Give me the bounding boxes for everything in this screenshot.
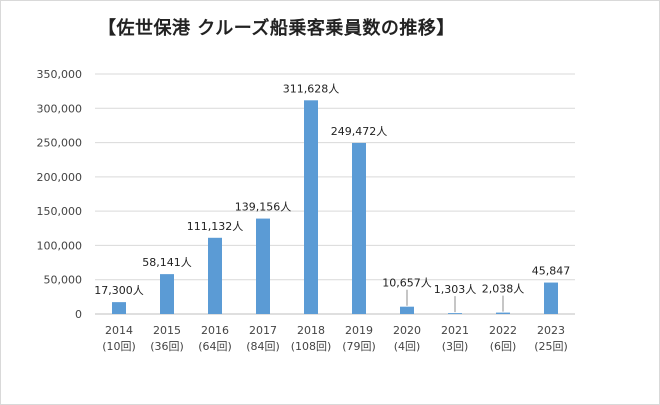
bar [496,312,510,314]
bar [544,282,558,314]
x-tick-sublabel: (36回) [150,340,184,353]
bar [304,100,318,314]
bar [352,142,366,314]
x-tick-sublabel: (3回) [442,340,469,353]
x-tick-label: 2021 [441,324,469,337]
bar [112,302,126,314]
data-label: 311,628人 [283,82,340,95]
x-tick-sublabel: (84回) [246,340,280,353]
x-tick-label: 2014 [105,324,133,337]
x-tick-sublabel: (108回) [291,340,332,353]
bar [208,237,222,314]
y-tick-label: 250,000 [37,137,83,150]
data-label: 2,038人 [482,283,525,296]
x-tick-sublabel: (4回) [394,340,421,353]
x-tick-label: 2019 [345,324,373,337]
x-tick-label: 2017 [249,324,277,337]
data-label: 1,303人 [434,283,477,296]
y-tick-label: 350,000 [37,68,83,81]
data-label: 249,472人 [331,125,388,138]
y-tick-label: 150,000 [37,205,83,218]
bar [400,306,414,314]
x-tick-sublabel: (25回) [534,340,568,353]
y-tick-label: 200,000 [37,171,83,184]
chart-title: 【佐世保港 クルーズ船乗客乗員数の推移】 [98,18,455,39]
x-tick-sublabel: (79回) [342,340,376,353]
y-tick-label: 300,000 [37,102,83,115]
x-tick-label: 2020 [393,324,421,337]
bar [448,313,462,314]
x-tick-sublabel: (6回) [490,340,517,353]
x-tick-sublabel: (10回) [102,340,136,353]
x-tick-label: 2023 [537,324,565,337]
bar [256,218,270,314]
bar [160,274,174,314]
data-label: 111,132人 [187,220,244,233]
y-tick-label: 100,000 [37,239,83,252]
x-tick-label: 2015 [153,324,181,337]
y-tick-label: 50,000 [44,274,83,287]
x-tick-sublabel: (64回) [198,340,232,353]
y-tick-label: 0 [75,308,82,321]
x-tick-label: 2016 [201,324,229,337]
data-label: 17,300人 [94,284,144,297]
data-label: 45,847 [532,265,571,278]
x-tick-label: 2018 [297,324,325,337]
x-tick-label: 2022 [489,324,517,337]
data-label: 10,657人 [382,277,432,290]
data-label: 139,156人 [235,201,292,214]
data-label: 58,141人 [142,256,192,269]
